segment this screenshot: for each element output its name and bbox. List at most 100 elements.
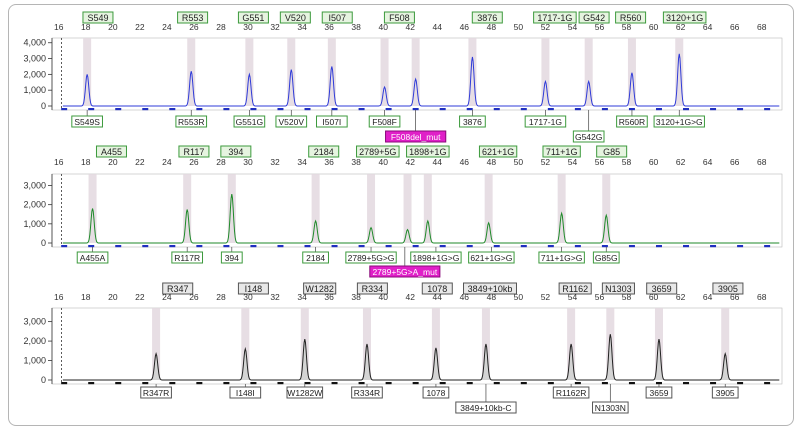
bin-column xyxy=(403,174,412,243)
x-tick-label: 22 xyxy=(135,22,145,32)
baseline-marker xyxy=(574,108,581,111)
allele-bin-box xyxy=(578,11,610,24)
allele-bin-box xyxy=(308,145,340,158)
allele-bin-box xyxy=(237,282,269,295)
call-box xyxy=(368,115,401,128)
call-box xyxy=(468,251,515,264)
call-text: G542G xyxy=(575,132,602,142)
x-tick-label: 56 xyxy=(595,157,605,167)
baseline-marker xyxy=(439,382,446,385)
allele-bin-label: 1078 xyxy=(421,282,453,295)
call-text: 621+1G>G xyxy=(470,253,512,263)
y-tick-label: 3,000 xyxy=(23,317,46,327)
call-text: S549S xyxy=(74,117,100,127)
x-tick-label: 26 xyxy=(189,292,199,302)
allele-call-label: A455A xyxy=(76,247,109,264)
allele-call-label: R553R xyxy=(175,110,208,128)
baseline-marker xyxy=(331,245,338,248)
plot-area xyxy=(51,173,783,248)
x-tick-label: 28 xyxy=(216,157,226,167)
call-text: I148I xyxy=(236,388,255,398)
baseline-marker xyxy=(764,245,771,248)
allele-bin-text: I507 xyxy=(328,13,346,23)
allele-call-label: 3849+10kb-C xyxy=(455,384,517,414)
allele-bin-label: A455 xyxy=(95,145,127,158)
baseline-marker xyxy=(88,108,95,111)
bin-column xyxy=(557,174,566,243)
allele-call-label: 1717-1G xyxy=(524,110,567,128)
baseline-marker xyxy=(385,382,392,385)
x-tick-label: 38 xyxy=(351,157,361,167)
allele-bin-text: S549 xyxy=(87,13,108,23)
call-box xyxy=(410,251,462,264)
baseline-marker xyxy=(142,382,149,385)
call-text: 2184 xyxy=(306,253,325,263)
call-box xyxy=(653,115,705,128)
x-tick-label: 46 xyxy=(460,157,470,167)
x-tick-label: 44 xyxy=(433,22,443,32)
x-tick-label: 50 xyxy=(514,292,524,302)
allele-bin-label: 2184 xyxy=(308,145,340,158)
allele-bin-box xyxy=(646,282,678,295)
x-tick-label: 40 xyxy=(378,292,388,302)
signal-trace xyxy=(62,194,780,244)
mutation-call-label: F508del_mut xyxy=(385,110,447,143)
call-box xyxy=(345,251,397,264)
x-tick-label: 48 xyxy=(487,292,497,302)
call-text: W1282W xyxy=(287,388,322,398)
x-tick-label: 34 xyxy=(297,157,307,167)
call-text: G85G xyxy=(595,253,618,263)
bin-column xyxy=(423,174,432,243)
x-tick-label: 36 xyxy=(324,22,334,32)
call-text: 711+1G>G xyxy=(541,253,582,263)
allele-bin-text: R334 xyxy=(362,284,384,294)
baseline-marker xyxy=(628,382,635,385)
call-box xyxy=(369,265,441,278)
allele-call-label: 3659 xyxy=(645,384,673,399)
allele-bin-text: R553 xyxy=(182,13,204,23)
bin-column xyxy=(245,38,254,106)
allele-call-label: 3120+1G>G xyxy=(653,110,705,128)
call-text: R117R xyxy=(174,253,200,263)
baseline-marker xyxy=(466,108,473,111)
allele-call-label: F508F xyxy=(368,110,401,128)
x-tick-label: 58 xyxy=(622,157,632,167)
allele-call-label: 621+1G>G xyxy=(468,247,515,264)
call-text: 3876 xyxy=(463,117,482,127)
bin-column xyxy=(227,174,236,243)
allele-bin-label: I148 xyxy=(237,282,269,295)
y-tick-label: 1,000 xyxy=(23,356,46,366)
x-tick-label: 18 xyxy=(81,157,91,167)
x-tick-label: 40 xyxy=(378,157,388,167)
allele-call-label: S549S xyxy=(71,110,103,128)
call-box xyxy=(233,115,266,128)
plot-area xyxy=(51,307,783,385)
baseline-marker xyxy=(331,108,338,111)
allele-call-label: R334R xyxy=(351,384,383,399)
call-box xyxy=(286,386,324,399)
baseline-marker xyxy=(520,245,527,248)
call-box xyxy=(316,115,348,128)
baseline-marker xyxy=(764,382,771,385)
allele-bin-box xyxy=(383,11,415,24)
allele-bin-text: F508 xyxy=(389,13,410,23)
allele-bin-box xyxy=(471,11,503,24)
baseline-marker xyxy=(304,382,311,385)
baseline-marker xyxy=(277,382,284,385)
allele-bin-text: A455 xyxy=(101,147,122,157)
bin-column xyxy=(602,174,611,243)
allele-bin-label: W1282 xyxy=(303,282,337,295)
x-tick-label: 18 xyxy=(81,22,91,32)
call-text: 3905 xyxy=(716,388,735,398)
baseline-marker xyxy=(385,108,392,111)
allele-bin-box xyxy=(237,11,269,24)
x-tick-label: 46 xyxy=(460,292,470,302)
y-tick-label: 0 xyxy=(41,375,46,385)
x-tick-label: 16 xyxy=(54,157,64,167)
call-box xyxy=(645,386,673,399)
allele-bin-box xyxy=(615,11,647,24)
x-tick-label: 66 xyxy=(730,22,740,32)
allele-call-label: I507I xyxy=(316,110,348,128)
x-tick-label: 44 xyxy=(433,157,443,167)
allele-bin-label: R347 xyxy=(162,282,194,295)
